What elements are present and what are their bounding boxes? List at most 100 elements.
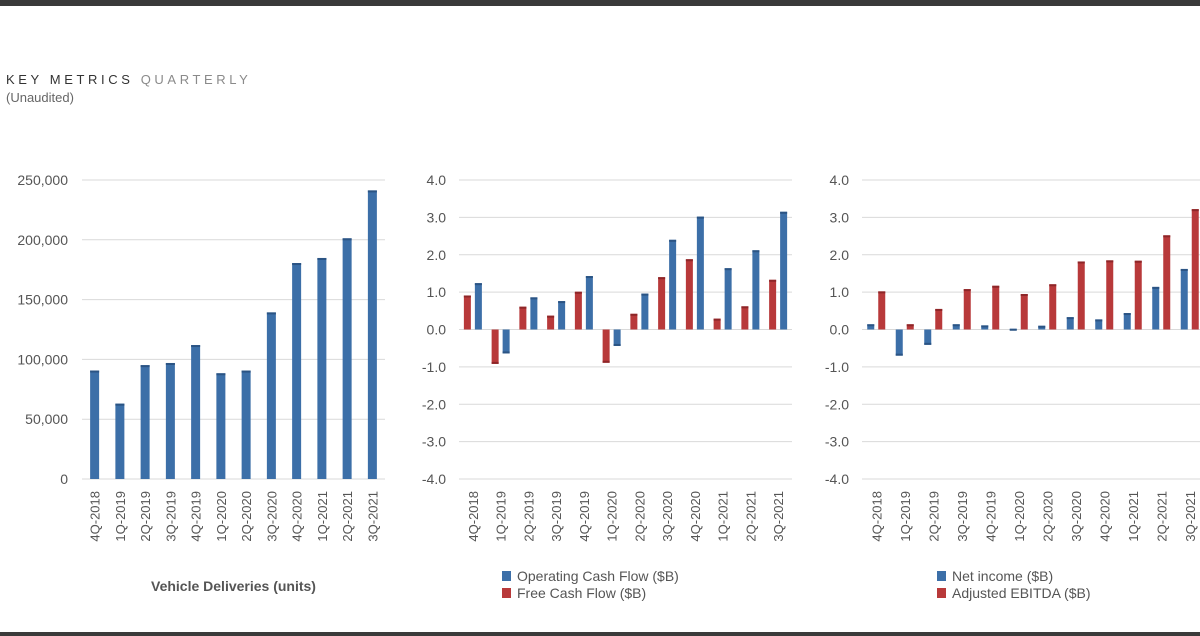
bar-adjusted-ebitda-b-2q-2019 xyxy=(935,308,943,330)
y-tick-label: 1.0 xyxy=(830,284,850,300)
bar-cap xyxy=(669,239,677,242)
x-tick-label: 3Q-2020 xyxy=(264,491,279,542)
bar-operating-cash-flow-b-1q-2021 xyxy=(724,268,732,330)
bar-cap xyxy=(1038,325,1046,328)
y-tick-label: -1.0 xyxy=(422,359,446,375)
x-tick-label: 4Q-2019 xyxy=(983,491,998,542)
bar-net-income-b-3q-2020 xyxy=(1066,317,1074,330)
bar-cap xyxy=(769,279,777,282)
x-tick-label: 1Q-2021 xyxy=(1126,491,1141,542)
x-tick-label: 4Q-2019 xyxy=(189,491,204,542)
y-tick-label: 1.0 xyxy=(427,284,447,300)
bar-cap xyxy=(463,295,471,298)
y-tick-label: 4.0 xyxy=(427,172,447,188)
page-title: KEY METRICS QUARTERLY xyxy=(6,72,251,87)
bar-adjusted-ebitda-b-1q-2021 xyxy=(1134,260,1142,330)
x-tick-label: 1Q-2019 xyxy=(898,491,913,542)
y-tick-label: 0.0 xyxy=(427,322,447,338)
bar-free-cash-flow-b-4q-2019 xyxy=(574,291,582,330)
bar-vehicle-deliveries-units-1q-2021 xyxy=(317,257,327,479)
bar-free-cash-flow-b-2q-2020 xyxy=(630,313,638,330)
y-tick-label: -4.0 xyxy=(825,471,849,487)
y-tick-label: 3.0 xyxy=(427,209,447,225)
bar-cap xyxy=(1180,268,1188,271)
bar-cap xyxy=(530,297,538,300)
bar-free-cash-flow-b-1q-2020 xyxy=(602,329,610,363)
title-quarterly: QUARTERLY xyxy=(140,72,252,87)
x-tick-label: 2Q-2019 xyxy=(521,491,536,542)
bar-cap xyxy=(867,324,875,327)
bar-cap xyxy=(685,259,693,262)
y-tick-label: -3.0 xyxy=(825,434,849,450)
x-tick-label: 3Q-2019 xyxy=(163,491,178,542)
x-tick-label: 2Q-2020 xyxy=(1040,491,1055,542)
bar-net-income-b-1q-2019 xyxy=(895,329,903,356)
bar-adjusted-ebitda-b-4q-2018 xyxy=(878,291,886,330)
bar-net-income-b-4q-2019 xyxy=(981,325,989,330)
bar-adjusted-ebitda-b-2q-2021 xyxy=(1163,235,1171,330)
bar-cap xyxy=(1106,260,1114,263)
bar-cap xyxy=(1123,313,1131,316)
bar-net-income-b-2q-2021 xyxy=(1152,286,1160,330)
bar-vehicle-deliveries-units-4q-2019 xyxy=(191,345,201,479)
title-key-metrics: KEY METRICS xyxy=(6,72,134,87)
bar-cap xyxy=(924,342,932,345)
bar-cap xyxy=(585,276,593,279)
bar-cap xyxy=(90,370,100,373)
bar-cap xyxy=(165,362,175,365)
y-tick-label: -2.0 xyxy=(422,396,446,412)
bar-vehicle-deliveries-units-1q-2020 xyxy=(216,373,226,479)
bar-free-cash-flow-b-4q-2018 xyxy=(463,295,471,330)
bar-cap xyxy=(1020,293,1028,296)
bar-cap xyxy=(1163,235,1171,238)
x-tick-label: 1Q-2021 xyxy=(716,491,731,542)
bar-cap xyxy=(519,306,527,309)
cash-flow-chart: -4.0 -3.0 -2.0 -1.0 0.0 1.0 2.0 3.0 4.0 4Q-2018 1Q… xyxy=(422,172,792,601)
bar-net-income-b-2q-2019 xyxy=(924,329,932,345)
bar-cap xyxy=(115,403,125,406)
bar-adjusted-ebitda-b-4q-2020 xyxy=(1106,260,1114,330)
bar-operating-cash-flow-b-4q-2018 xyxy=(474,283,482,330)
x-tick-label: 2Q-2021 xyxy=(1154,491,1169,542)
bar-cap xyxy=(613,343,621,346)
bar-cap xyxy=(558,301,566,304)
x-tick-label: 4Q-2018 xyxy=(466,491,481,542)
bar-cap xyxy=(658,277,666,280)
bar-cap xyxy=(906,324,914,327)
y-tick-label: 2.0 xyxy=(830,247,850,263)
bottom-border xyxy=(0,632,1200,636)
bar-adjusted-ebitda-b-3q-2021 xyxy=(1191,209,1199,330)
y-tick-label: 3.0 xyxy=(830,209,850,225)
bar-cap xyxy=(895,353,903,356)
bar-vehicle-deliveries-units-4q-2018 xyxy=(90,370,100,479)
bar-vehicle-deliveries-units-4q-2020 xyxy=(292,263,302,479)
bar-cap xyxy=(191,345,201,348)
bar-cap xyxy=(1049,284,1057,287)
bar-cap xyxy=(216,373,226,376)
bar-adjusted-ebitda-b-1q-2020 xyxy=(1020,293,1028,330)
bar-net-income-b-3q-2021 xyxy=(1180,268,1188,330)
bar-cap xyxy=(1152,286,1160,289)
x-tick-label: 4Q-2019 xyxy=(577,491,592,542)
bar-operating-cash-flow-b-2q-2021 xyxy=(752,250,760,330)
bar-cap xyxy=(992,285,1000,288)
bar-adjusted-ebitda-b-3q-2020 xyxy=(1077,261,1085,330)
x-axis-title: Vehicle Deliveries (units) xyxy=(151,578,316,594)
bar-cap xyxy=(724,268,732,271)
bar-free-cash-flow-b-4q-2020 xyxy=(685,259,693,330)
x-tick-label: 3Q-2021 xyxy=(1183,491,1198,542)
x-tick-label: 2Q-2021 xyxy=(340,491,355,542)
legend-swatch xyxy=(502,571,511,581)
y-tick-label: -4.0 xyxy=(422,471,446,487)
bar-free-cash-flow-b-2q-2019 xyxy=(519,306,527,330)
x-tick-label: 4Q-2020 xyxy=(688,491,703,542)
bar-free-cash-flow-b-2q-2021 xyxy=(741,306,749,330)
x-tick-label: 3Q-2021 xyxy=(771,491,786,542)
y-tick-label: 4.0 xyxy=(830,172,850,188)
bar-free-cash-flow-b-1q-2019 xyxy=(491,329,499,364)
legend-label: Adjusted EBITDA ($B) xyxy=(952,585,1091,601)
bar-net-income-b-4q-2018 xyxy=(867,324,875,330)
x-tick-label: 3Q-2021 xyxy=(365,491,380,542)
legend-swatch xyxy=(502,588,511,598)
legend-swatch xyxy=(937,571,946,581)
